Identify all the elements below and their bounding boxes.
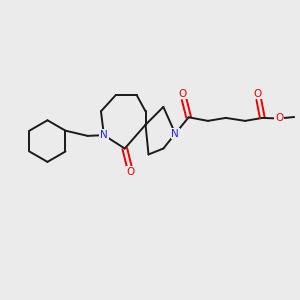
Text: O: O [178, 88, 187, 98]
Text: O: O [275, 113, 284, 124]
Text: N: N [171, 129, 179, 139]
Text: O: O [127, 167, 135, 177]
Text: O: O [253, 88, 261, 98]
Text: N: N [100, 130, 108, 140]
